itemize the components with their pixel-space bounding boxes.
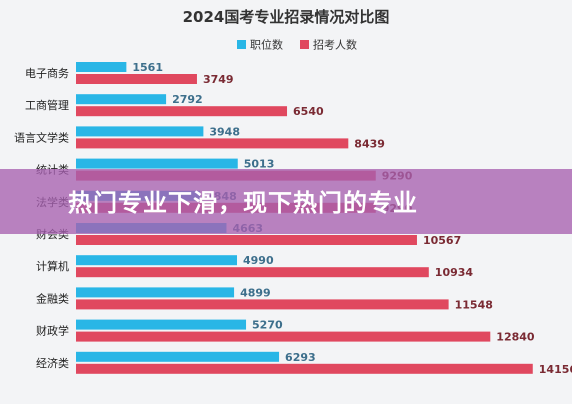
bar (76, 287, 235, 298)
bar (76, 138, 349, 149)
bar (76, 255, 238, 266)
data-label: 3948 (209, 125, 240, 138)
headline-text: 热门专业下滑，现下热门的专业 (68, 189, 418, 217)
headline-banner (0, 169, 572, 234)
data-label: 3749 (203, 73, 234, 86)
bar (76, 267, 429, 278)
data-label: 5270 (252, 319, 283, 332)
bar (76, 299, 449, 310)
data-label: 1561 (132, 61, 163, 74)
data-label: 4990 (243, 254, 274, 267)
data-label: 12840 (496, 331, 535, 344)
legend-swatch (237, 40, 246, 49)
data-label: 6540 (293, 105, 324, 118)
data-label: 14156 (539, 363, 572, 376)
bar (76, 126, 204, 137)
legend-label: 职位数 (250, 38, 283, 52)
category-label: 财政学 (36, 324, 69, 338)
bar (76, 235, 417, 245)
bar (76, 319, 247, 330)
data-label: 4899 (240, 286, 271, 299)
category-label: 语言文学类 (14, 130, 69, 144)
bar (76, 331, 491, 342)
category-label: 计算机 (36, 259, 69, 273)
bar (76, 106, 288, 117)
data-label: 8439 (354, 137, 385, 150)
chart-legend: 职位数 招考人数 (237, 38, 357, 52)
data-label: 6293 (285, 351, 316, 364)
bar (76, 363, 533, 374)
category-label: 金融类 (36, 291, 69, 305)
bar (76, 62, 127, 72)
data-label: 5013 (244, 158, 275, 171)
bar (76, 158, 238, 169)
bar (76, 94, 167, 105)
chart-title: 2024国考专业招录情况对比图 (183, 8, 390, 26)
category-label: 电子商务 (25, 66, 69, 80)
data-label: 10567 (423, 234, 461, 247)
bar (76, 351, 280, 362)
legend-swatch (300, 40, 309, 49)
category-label: 工商管理 (25, 98, 69, 112)
legend-label: 招考人数 (313, 38, 357, 52)
data-label: 10934 (435, 266, 474, 279)
bar (76, 74, 197, 84)
category-label: 经济类 (36, 356, 69, 370)
data-label: 2792 (172, 93, 203, 106)
data-label: 11548 (455, 298, 493, 311)
